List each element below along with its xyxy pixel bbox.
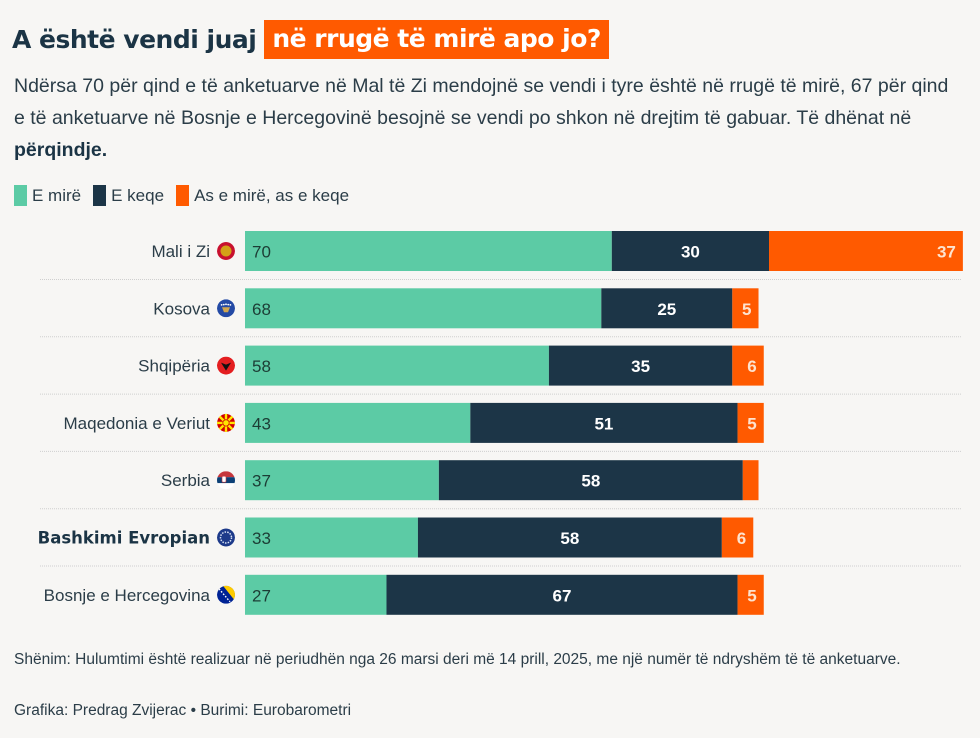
bar-segment-e-keqe-kosova	[601, 288, 733, 329]
category-label-shqiperia: Shqipëria	[138, 357, 210, 376]
bar-segment-e-mire-bashkimi-evropian	[245, 517, 418, 558]
data-label-e-keqe-shqiperia: 35	[631, 357, 650, 376]
legend-label-bad: E keqe	[111, 185, 165, 205]
bar-segment-e-mire-kosova	[245, 288, 602, 329]
category-label-bashkimi-evropian: Bashkimi Evropian	[38, 529, 210, 548]
subtitle-text: Ndërsa 70 për qind e të anketuarve në Ma…	[14, 75, 949, 129]
data-label-e-mire-bashkimi-evropian: 33	[252, 529, 271, 548]
bar-segment-e-mire-maqedonia-e-veriut	[245, 402, 471, 443]
legend-swatch-neutral	[176, 185, 190, 206]
data-label-as-e-mire-as-e-keqe-shqiperia: 6	[747, 357, 756, 376]
north-macedonia-flag-icon	[217, 413, 235, 432]
category-label-maqedonia-e-veriut: Maqedonia e Veriut	[64, 414, 211, 433]
stacked-bar-chart: Mali i Zi 70 30 37 Kosova 68 25 5 Shqipëria 58 35 6…	[38, 231, 963, 615]
data-label-as-e-mire-as-e-keqe-maqedonia-e-veriut: 5	[747, 414, 756, 433]
data-label-e-keqe-maqedonia-e-veriut: 51	[594, 414, 613, 433]
kosovo-flag-icon	[217, 299, 235, 318]
bar-segment-e-keqe-bashkimi-evropian	[417, 517, 722, 558]
subtitle-bold: përqindje.	[14, 139, 108, 161]
footnote: Shënim: Hulumtimi është realizuar në per…	[14, 651, 901, 668]
bar-segment-e-mire-mali-i-zi	[245, 231, 612, 271]
bar-segment-e-mire-bosnje-e-hercegovina	[245, 574, 387, 615]
legend-label-good: E mirë	[32, 185, 82, 205]
legend-swatch-good	[14, 185, 27, 206]
data-label-e-mire-shqiperia: 58	[252, 357, 271, 376]
serbia-flag-icon	[217, 471, 235, 490]
category-label-serbia: Serbia	[161, 471, 211, 490]
legend-item-neutral: As e mirë, as e keqe	[176, 185, 349, 206]
credit: Grafika: Predrag Zvijerac • Burimi: Euro…	[14, 702, 352, 719]
albania-flag-icon	[217, 356, 235, 375]
data-label-as-e-mire-as-e-keqe-bashkimi-evropian: 6	[737, 529, 746, 548]
data-label-e-mire-kosova: 68	[252, 300, 271, 319]
data-label-as-e-mire-as-e-keqe-bosnje-e-hercegovina: 5	[747, 586, 756, 605]
bar-segment-as-e-mire-as-e-keqe-bashkimi-evropian	[721, 517, 754, 558]
legend-swatch-bad	[93, 185, 107, 206]
title-text: A është vendi juaj	[12, 24, 257, 54]
bar-segment-as-e-mire-as-e-keqe-shqiperia	[732, 345, 764, 386]
data-label-as-e-mire-as-e-keqe-kosova: 5	[742, 300, 751, 319]
data-label-as-e-mire-as-e-keqe-mali-i-zi: 37	[937, 243, 956, 262]
category-label-bosnje-e-hercegovina: Bosnje e Hercegovina	[44, 586, 211, 605]
data-label-e-keqe-kosova: 25	[657, 300, 676, 319]
data-label-e-keqe-serbia: 58	[581, 472, 600, 491]
data-label-e-keqe-bashkimi-evropian: 58	[560, 529, 579, 548]
legend-item-bad: E keqe	[93, 185, 164, 206]
bar-segment-e-keqe-mali-i-zi	[611, 231, 769, 271]
data-label-e-mire-serbia: 37	[252, 472, 271, 491]
bar-segment-as-e-mire-as-e-keqe-maqedonia-e-veriut	[737, 402, 764, 443]
montenegro-flag-icon	[217, 242, 235, 260]
data-label-e-keqe-mali-i-zi: 30	[681, 243, 700, 262]
bar-segment-e-keqe-bosnje-e-hercegovina	[386, 574, 738, 615]
bar-segment-e-keqe-serbia	[438, 460, 743, 501]
legend-item-good: E mirë	[14, 185, 81, 206]
bar-segment-e-mire-shqiperia	[245, 345, 549, 386]
category-label-kosova: Kosova	[153, 299, 210, 318]
legend: E mirë E keqe As e mirë, as e keqe	[14, 185, 361, 206]
data-label-e-mire-maqedonia-e-veriut: 43	[252, 414, 271, 433]
chart-subtitle: Ndërsa 70 për qind e të anketuarve në Ma…	[14, 70, 964, 166]
legend-label-neutral: As e mirë, as e keqe	[194, 185, 350, 205]
category-label-mali-i-zi: Mali i Zi	[151, 242, 210, 261]
title-highlight: në rrugë të mirë apo jo?	[264, 19, 609, 59]
bar-segment-as-e-mire-as-e-keqe-bosnje-e-hercegovina	[737, 574, 764, 615]
data-label-e-mire-mali-i-zi: 70	[252, 243, 271, 262]
bar-segment-e-keqe-shqiperia	[548, 345, 733, 386]
bar-segment-e-mire-serbia	[245, 460, 439, 501]
data-label-e-mire-bosnje-e-hercegovina: 27	[252, 586, 271, 605]
bar-segment-as-e-mire-as-e-keqe-kosova	[732, 288, 759, 329]
bar-segment-as-e-mire-as-e-keqe-mali-i-zi	[769, 231, 963, 271]
chart-title: A është vendi juaj në rrugë të mirë apo …	[12, 14, 609, 64]
bar-segment-e-keqe-maqedonia-e-veriut	[470, 402, 738, 443]
bosnia-flag-icon	[217, 585, 235, 604]
eu-flag-icon	[217, 528, 235, 547]
data-label-e-keqe-bosnje-e-hercegovina: 67	[553, 586, 572, 605]
bar-segment-as-e-mire-as-e-keqe-serbia	[742, 460, 759, 501]
